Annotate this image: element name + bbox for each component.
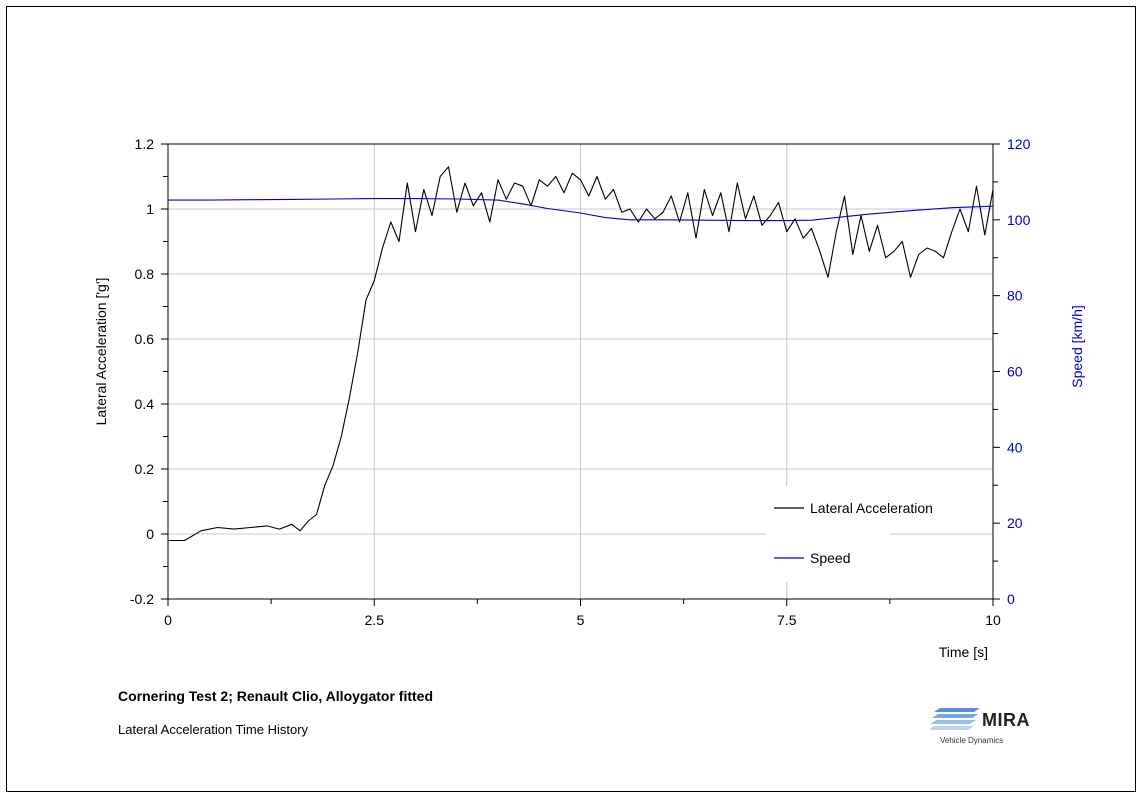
x-tick-label: 7.5 <box>777 612 797 628</box>
series-line-speed <box>168 198 994 222</box>
series-line-lateral-acceleration <box>168 166 994 542</box>
legend-background <box>766 486 890 582</box>
grid <box>168 144 993 599</box>
left-axis-label: Lateral Acceleration ['g'] <box>93 278 109 426</box>
right-tick-label: 120 <box>1007 136 1031 152</box>
figure-frame <box>6 6 1136 792</box>
left-tick-label: 0 <box>146 526 154 542</box>
right-axis: 0 20 40 60 80 100 120 Speed [km/h] <box>993 136 1085 607</box>
left-tick-label: 1.2 <box>135 136 155 152</box>
logo-tagline: Vehicle Dynamics <box>940 736 1004 745</box>
legend-label: Speed <box>810 550 850 566</box>
right-tick-label: 80 <box>1007 288 1023 304</box>
right-tick-label: 20 <box>1007 515 1023 531</box>
left-tick-label: -0.2 <box>130 591 154 607</box>
right-tick-label: 0 <box>1007 591 1015 607</box>
left-tick-label: 0.6 <box>135 331 155 347</box>
left-tick-label: 0.2 <box>135 461 155 477</box>
right-tick-label: 100 <box>1007 212 1031 228</box>
x-tick-label: 10 <box>985 612 1001 628</box>
mira-logo: MIRA Vehicle Dynamics <box>930 704 1050 752</box>
chart: -0.2 0 0.2 0.4 0.6 0.8 1 1.2 Lateral Acceleratio… <box>93 136 1085 660</box>
x-axis-label: Time [s] <box>939 644 988 660</box>
legend: Lateral Acceleration Speed <box>766 486 974 582</box>
logo-stripes-icon <box>930 708 980 730</box>
left-tick-label: 1 <box>146 201 154 217</box>
figure-title: Cornering Test 2; Renault Clio, Alloygat… <box>118 688 434 704</box>
x-axis: 0 2.5 5 7.5 10 Time [s] <box>164 599 1001 660</box>
legend-label: Lateral Acceleration <box>810 500 933 516</box>
right-tick-label: 40 <box>1007 439 1023 455</box>
right-tick-label: 60 <box>1007 364 1023 380</box>
left-axis: -0.2 0 0.2 0.4 0.6 0.8 1 1.2 Lateral Acceleratio… <box>93 136 168 607</box>
right-axis-label: Speed [km/h] <box>1069 305 1085 388</box>
x-tick-label: 2.5 <box>365 612 385 628</box>
logo-word: MIRA <box>982 710 1030 730</box>
series-group <box>168 166 994 542</box>
x-tick-label: 0 <box>164 612 172 628</box>
legend-background-ext <box>890 486 974 526</box>
x-tick-label: 5 <box>577 612 585 628</box>
left-tick-label: 0.4 <box>135 396 155 412</box>
figure-subtitle: Lateral Acceleration Time History <box>118 722 309 737</box>
left-tick-label: 0.8 <box>135 266 155 282</box>
